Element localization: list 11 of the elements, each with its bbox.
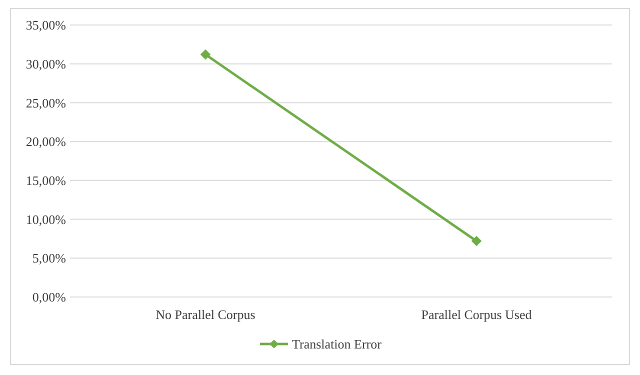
legend-label: Translation Error (292, 336, 382, 352)
x-tick-label: Parallel Corpus Used (421, 307, 532, 322)
y-tick-label: 20,00% (26, 134, 66, 150)
y-tick-label: 35,00% (26, 18, 66, 33)
x-tick-label: No Parallel Corpus (156, 307, 256, 322)
y-tick-label: 25,00% (26, 95, 66, 110)
y-tick-label: 10,00% (26, 212, 66, 227)
y-tick-label: 30,00% (26, 56, 66, 72)
y-tick-label: 5,00% (32, 250, 66, 266)
y-tick-label: 15,00% (26, 172, 66, 188)
y-tick-label: 0,00% (32, 290, 66, 305)
